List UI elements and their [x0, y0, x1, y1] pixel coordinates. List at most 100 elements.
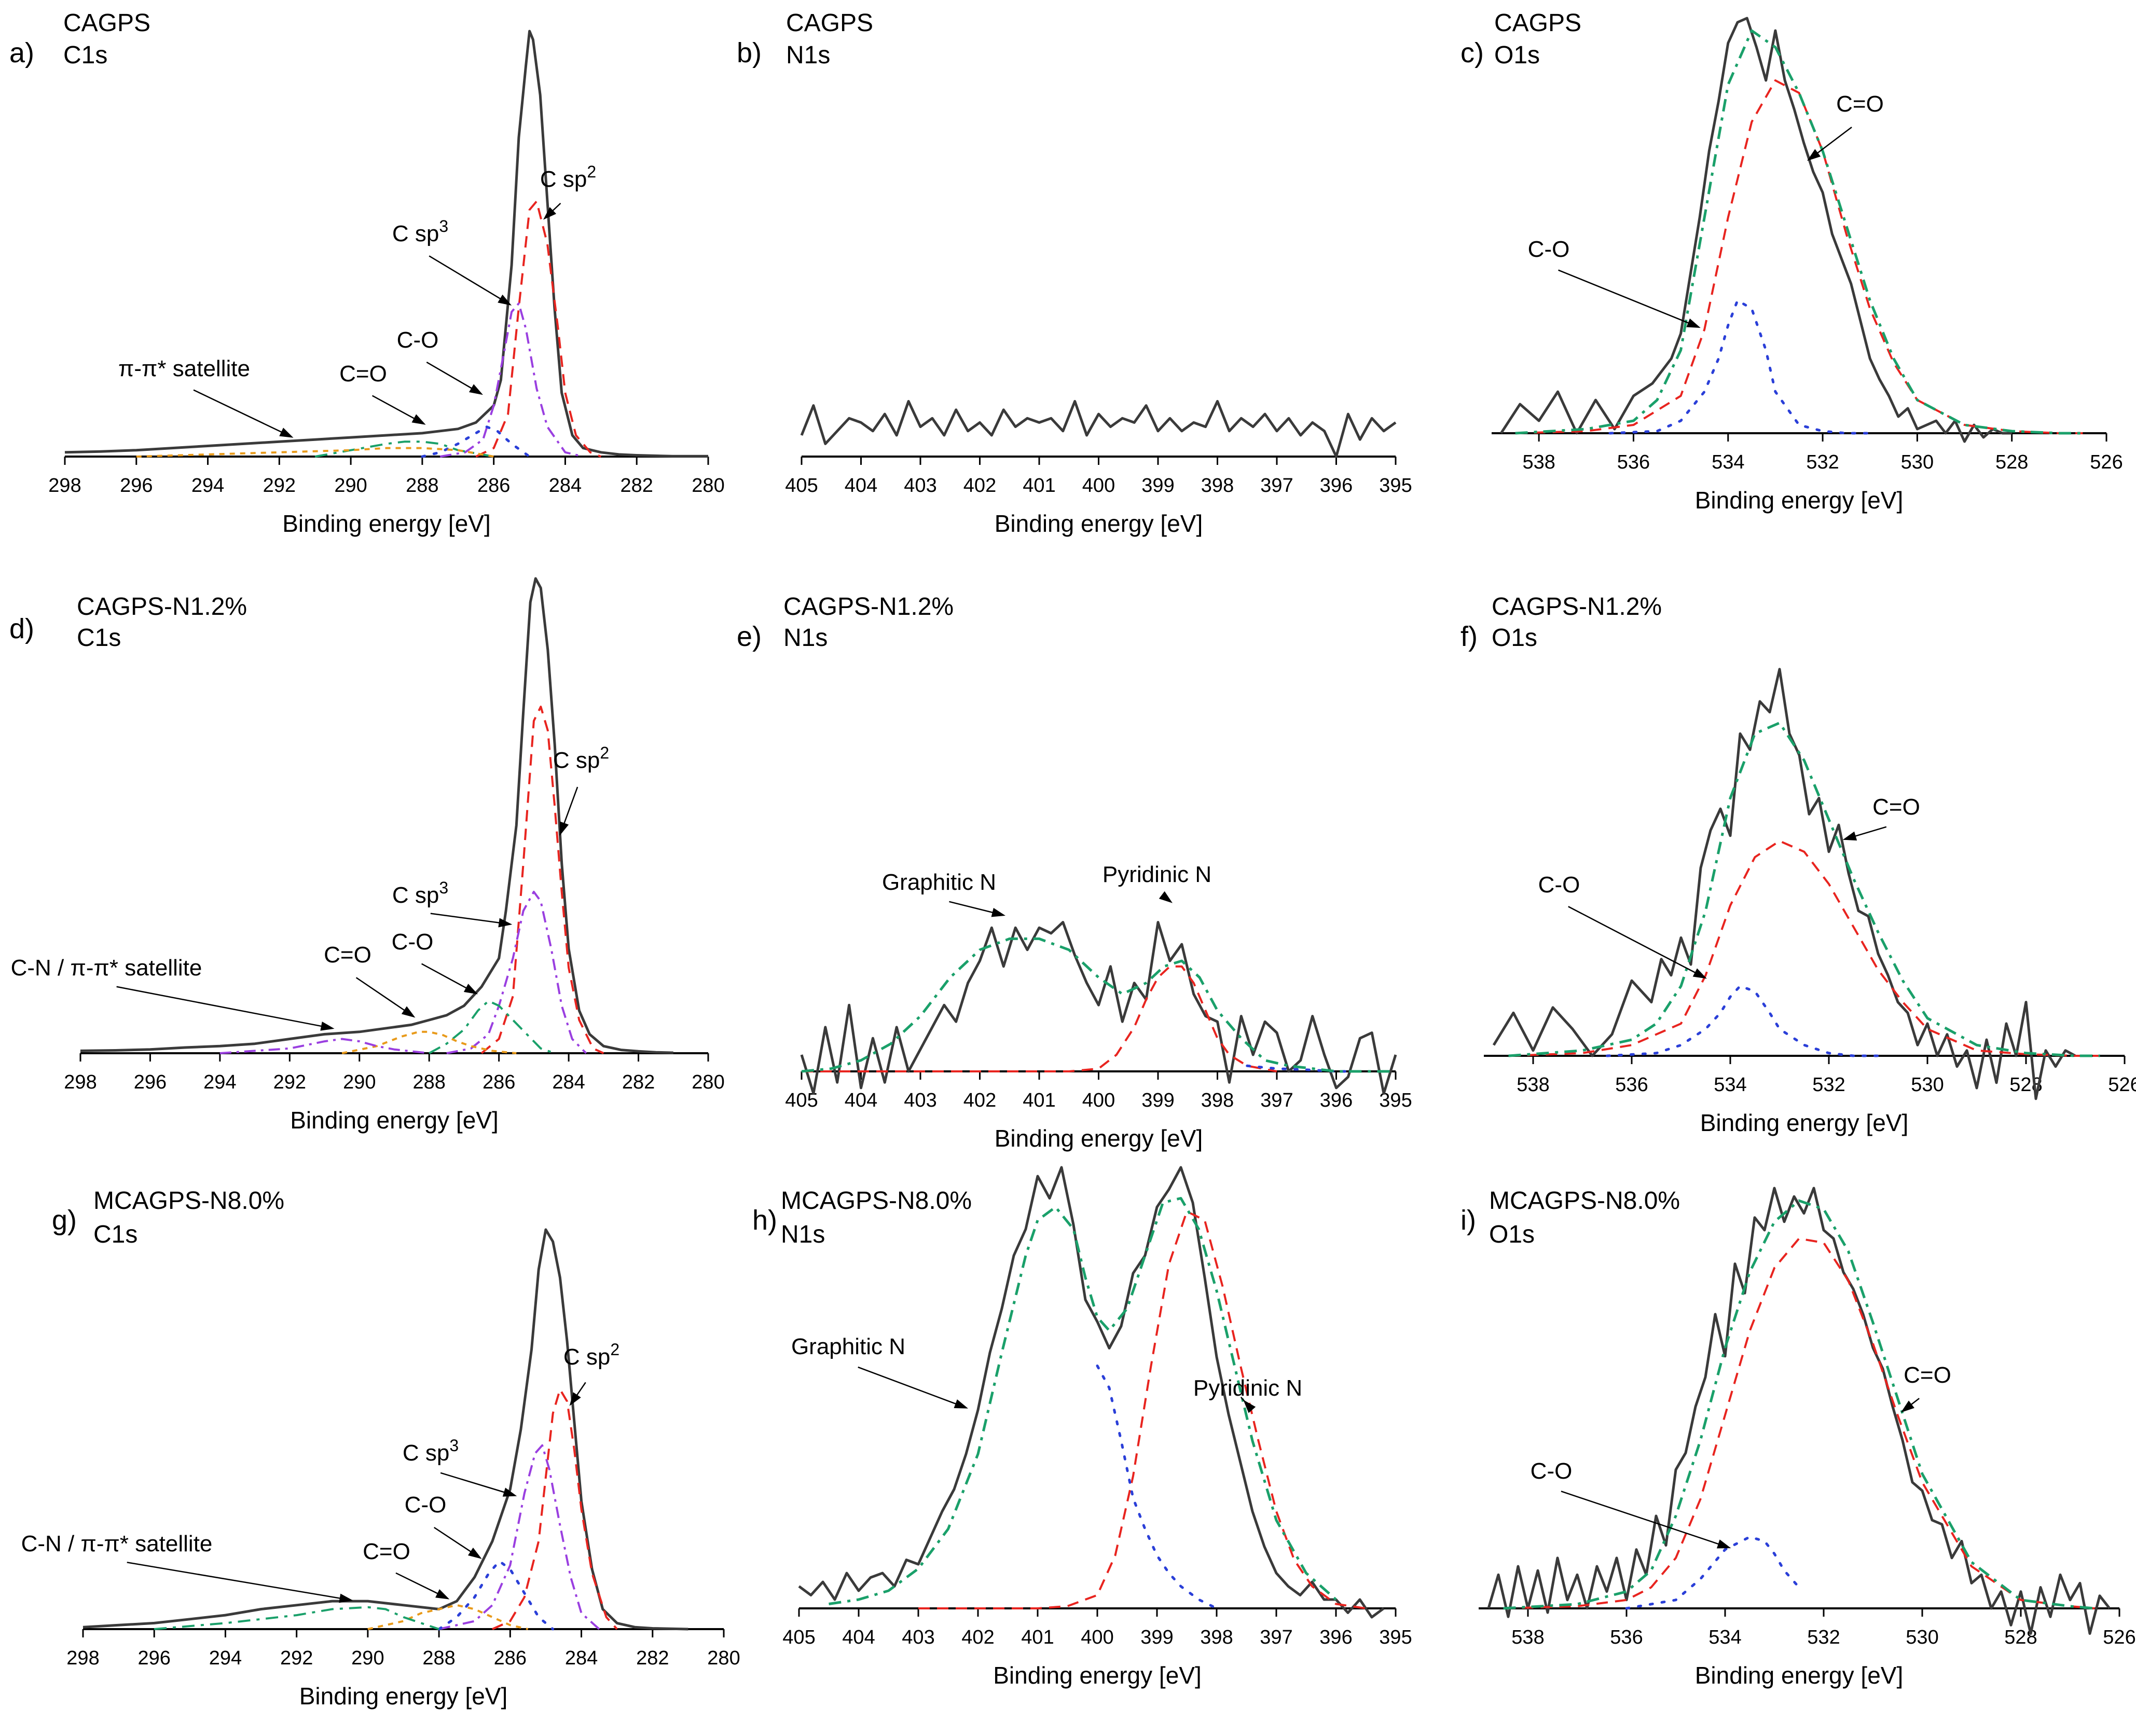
peak-annotation-superscript: 2	[587, 162, 596, 181]
x-tick-label: 294	[191, 475, 224, 497]
annotation-arrow	[434, 1526, 474, 1554]
sample-name: MCAGPS-N8.0%	[93, 1187, 284, 1215]
annotation-arrowhead	[279, 428, 294, 438]
x-tick-label: 402	[963, 475, 996, 497]
annotation-arrow	[371, 395, 417, 421]
peak-annotation-text: C-O	[1538, 872, 1580, 898]
annotation-arrow	[127, 1562, 343, 1600]
annotation-arrow	[1568, 906, 1698, 975]
x-tick-label: 532	[1806, 451, 1839, 473]
x-axis-title: Binding energy [eV]	[1695, 487, 1904, 514]
x-axis-title: Binding energy [eV]	[1695, 1662, 1904, 1689]
annotation-arrow	[395, 1572, 440, 1595]
annotation-arrowhead	[1900, 1400, 1914, 1413]
panel-letter: g)	[52, 1205, 77, 1236]
x-tick-label: 528	[1995, 451, 2028, 473]
x-tick-label: 405	[782, 1627, 815, 1648]
peak-annotation-text: C sp	[553, 748, 600, 773]
x-tick-label: 532	[1812, 1074, 1845, 1096]
sample-name: MCAGPS-N8.0%	[781, 1187, 972, 1215]
annotation-arrowhead	[435, 1589, 450, 1600]
series-c-o	[367, 1604, 529, 1630]
x-tick-label: 526	[2108, 1074, 2136, 1096]
x-tick-label: 284	[552, 1071, 585, 1093]
x-tick-label: 397	[1260, 475, 1293, 497]
x-tick-label: 288	[422, 1647, 455, 1669]
x-tick-label: 397	[1260, 1627, 1292, 1648]
series-c-n-residual	[1096, 1365, 1218, 1610]
x-tick-label: 400	[1082, 475, 1115, 497]
annotation-arrowhead	[502, 1487, 517, 1497]
series-measured	[82, 1228, 688, 1631]
annotation-arrow	[562, 787, 578, 826]
x-tick-label: 294	[203, 1071, 236, 1093]
x-tick-label: 530	[1901, 451, 1934, 473]
x-tick-label: 398	[1201, 475, 1234, 497]
peak-annotation: C=O	[339, 361, 387, 387]
x-tick-label: 538	[1517, 1074, 1549, 1096]
x-tick-label: 395	[1379, 475, 1412, 497]
core-level-label: O1s	[1494, 42, 1540, 69]
series-c-sp3	[439, 302, 584, 458]
peak-annotation: C-O	[1538, 872, 1580, 898]
sample-name: CAGPS-N1.2%	[783, 593, 954, 621]
x-axis-title: Binding energy [eV]	[995, 510, 1203, 537]
peak-annotation-text: C sp	[540, 167, 587, 192]
x-tick-label: 280	[707, 1647, 740, 1669]
peak-annotation: C=O	[324, 942, 371, 968]
peak-annotation-superscript: 2	[600, 743, 609, 762]
x-tick-label: 399	[1141, 1090, 1174, 1111]
panel-a: 298 296 294 292 290 288 286 284 282 280 Binding en…	[9, 9, 725, 537]
x-tick-label: 538	[1511, 1627, 1544, 1648]
core-level-label: N1s	[786, 42, 830, 69]
series-measured	[800, 399, 1397, 458]
series-c-o	[421, 425, 531, 458]
peak-annotation: C-O	[1528, 237, 1570, 262]
peak-annotation-text: C-O	[1528, 237, 1570, 262]
x-tick-label: 526	[2103, 1627, 2135, 1648]
x-tick-label: 296	[120, 475, 153, 497]
peak-annotation-text: C=O	[363, 1539, 410, 1564]
annotation-arrowhead	[991, 907, 1005, 917]
x-tick-label: 536	[1610, 1627, 1643, 1648]
annotation-arrowhead	[954, 1399, 969, 1409]
sample-name: CAGPS-N1.2%	[77, 593, 247, 621]
peak-annotation: Pyridinic N	[1193, 1375, 1302, 1401]
peak-annotation-superscript: 3	[439, 878, 448, 897]
peak-annotation: C sp2	[563, 1340, 619, 1370]
x-tick-label: 402	[963, 1090, 996, 1111]
x-tick-label: 402	[961, 1627, 994, 1648]
series-c-sp3	[446, 890, 587, 1054]
peak-annotation-text: C-O	[397, 327, 439, 353]
annotation-arrowhead	[339, 1593, 353, 1603]
sample-name: CAGPS	[63, 9, 150, 37]
core-level-label: O1s	[1492, 624, 1537, 652]
annotation-arrowhead	[467, 1547, 482, 1559]
x-tick-label: 401	[1021, 1627, 1054, 1648]
x-axis-title: Binding energy [eV]	[1700, 1109, 1909, 1136]
peak-annotation-superscript: 2	[610, 1340, 619, 1359]
x-tick-label: 292	[273, 1071, 306, 1093]
core-level-label: N1s	[781, 1221, 825, 1248]
annotation-arrow	[1815, 127, 1852, 156]
peak-annotation: π-π* satellite	[118, 356, 250, 381]
annotation-arrowhead	[1842, 831, 1857, 841]
annotation-arrowhead	[559, 821, 569, 836]
x-axis-title: Binding energy [eV]	[290, 1107, 499, 1134]
x-tick-label: 284	[565, 1647, 598, 1669]
series-pi-pi-satellite	[136, 447, 494, 458]
x-tick-label: 286	[477, 475, 510, 497]
core-level-label: C1s	[93, 1221, 137, 1248]
annotation-arrowhead	[463, 984, 478, 995]
annotation-arrowhead	[1692, 968, 1707, 979]
x-tick-label: 298	[48, 475, 81, 497]
x-tick-label: 538	[1522, 451, 1555, 473]
peak-annotation-text: C sp	[392, 883, 439, 908]
annotation-arrowhead	[1686, 318, 1701, 328]
annotation-arrowhead	[498, 294, 512, 306]
sample-name: CAGPS	[786, 9, 873, 37]
core-level-label: C1s	[63, 42, 107, 69]
x-tick-label: 530	[1911, 1074, 1944, 1096]
peak-annotation: C sp3	[392, 878, 448, 908]
